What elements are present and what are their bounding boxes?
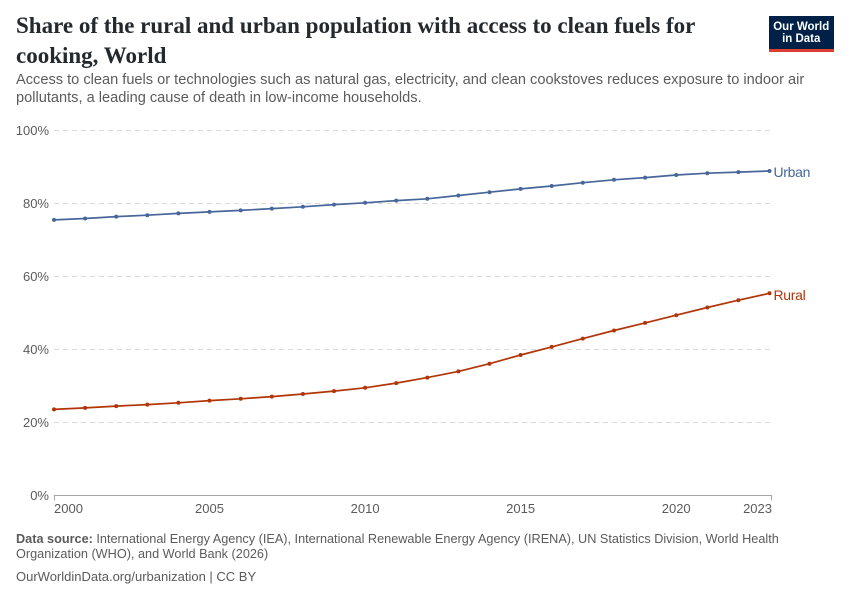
- svg-text:2000: 2000: [54, 501, 83, 516]
- svg-text:Urban: Urban: [774, 164, 811, 180]
- svg-text:2023: 2023: [743, 501, 772, 516]
- svg-text:100%: 100%: [16, 123, 50, 138]
- svg-text:80%: 80%: [23, 196, 49, 211]
- svg-text:40%: 40%: [23, 342, 49, 357]
- svg-text:20%: 20%: [23, 415, 49, 430]
- svg-text:Rural: Rural: [774, 287, 806, 303]
- svg-text:2020: 2020: [662, 501, 691, 516]
- svg-text:0%: 0%: [30, 488, 49, 503]
- svg-text:60%: 60%: [23, 269, 49, 284]
- svg-text:2005: 2005: [195, 501, 224, 516]
- svg-text:2010: 2010: [351, 501, 380, 516]
- svg-text:2015: 2015: [506, 501, 535, 516]
